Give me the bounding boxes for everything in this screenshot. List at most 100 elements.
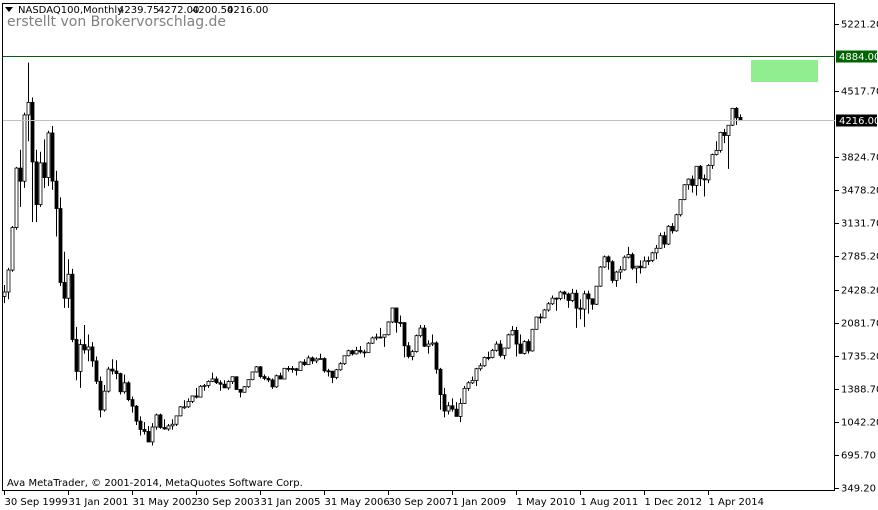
candle-body <box>362 351 367 354</box>
copyright: Ava MetaTrader, © 2001-2014, MetaQuotes … <box>7 478 303 489</box>
candle-body <box>498 343 503 356</box>
candle-body <box>194 395 199 398</box>
candle-body <box>462 387 467 404</box>
candle-body <box>334 369 339 378</box>
candle-body <box>618 269 623 273</box>
candle-body <box>158 414 163 428</box>
candle-body <box>374 336 379 339</box>
candle-body <box>234 376 239 390</box>
symbol-menu-arrow[interactable] <box>5 7 13 12</box>
x-tick-label: 1 Dec 2012 <box>645 497 703 508</box>
candle-body <box>438 368 443 396</box>
x-tick-label: 1 Aug 2011 <box>581 497 639 508</box>
candle-body <box>54 180 59 209</box>
candle-body <box>450 405 455 410</box>
y-tick-label: 3824.70 <box>841 153 878 164</box>
y-tick-label: 1735.20 <box>841 352 878 363</box>
candle-body <box>226 381 231 389</box>
candle-body <box>70 273 75 340</box>
chart-title: NASDAQ100,Monthly <box>18 5 123 16</box>
candle-body <box>722 132 727 136</box>
candle-body <box>2 291 7 297</box>
candle-body <box>566 293 571 301</box>
candle-body <box>170 423 175 427</box>
y-tick-label: 4517.70 <box>841 87 878 98</box>
candle-body <box>326 370 331 373</box>
candle-body <box>186 400 191 408</box>
candle-body <box>218 382 223 385</box>
candle-body <box>262 376 267 379</box>
price-label-box <box>836 50 877 63</box>
candle-body <box>690 178 695 186</box>
candle-body <box>562 291 567 295</box>
candle-body <box>718 132 723 151</box>
price-label-box <box>836 114 877 127</box>
candle-body <box>530 328 535 352</box>
candle-body <box>502 347 507 356</box>
candle-body <box>146 431 151 443</box>
candle-body <box>574 292 579 309</box>
candle-body <box>266 378 271 381</box>
candle-body <box>278 375 283 380</box>
candle-body <box>126 382 131 400</box>
candle-body <box>606 256 611 263</box>
candle-body <box>410 351 415 357</box>
candle-body <box>630 254 635 269</box>
y-tick-label: 1042.20 <box>841 418 878 429</box>
y-tick-label: 2785.20 <box>841 252 878 263</box>
candle-body <box>58 208 63 283</box>
candle-body <box>642 260 647 269</box>
candle-body <box>142 429 147 432</box>
candle-body <box>726 124 731 136</box>
candle-body <box>394 307 399 323</box>
y-tick-label: 3131.70 <box>841 219 878 230</box>
candle-body <box>378 336 383 339</box>
candle-body <box>478 365 483 370</box>
candle-body <box>602 256 607 268</box>
candle-body <box>534 316 539 330</box>
plot-frame <box>2 3 835 491</box>
candle-body <box>458 402 463 417</box>
candle-body <box>110 368 115 372</box>
y-tick-label: 349.20 <box>841 484 876 495</box>
candle-body <box>658 235 663 249</box>
candle-body <box>610 261 615 281</box>
candle-body <box>510 329 515 336</box>
candle-body <box>210 378 215 382</box>
candle-body <box>514 329 519 345</box>
candle-body <box>246 379 251 388</box>
candle-body <box>402 322 407 347</box>
candle-body <box>446 405 451 412</box>
candle-body <box>442 394 447 412</box>
candle-body <box>570 292 575 301</box>
candle-body <box>338 363 343 371</box>
candle-body <box>318 358 323 360</box>
candle-body <box>34 161 39 205</box>
candle-body <box>6 269 11 293</box>
candle-body <box>518 343 523 354</box>
candle-body <box>190 395 195 402</box>
candle-body <box>198 385 203 398</box>
candle-body <box>594 285 599 305</box>
candle-body <box>714 150 719 155</box>
candle-body <box>418 327 423 337</box>
candle-body <box>558 291 563 299</box>
x-tick-label: 30 Sep 1999 <box>5 497 68 508</box>
candle-body <box>598 266 603 287</box>
candle-body <box>698 165 703 180</box>
candle-body <box>46 132 51 178</box>
candle-body <box>90 346 95 362</box>
candle-body <box>406 345 411 357</box>
candle-body <box>622 256 627 271</box>
candle-body <box>30 101 35 163</box>
candle-body <box>302 361 307 365</box>
candle-body <box>50 132 55 182</box>
candle-body <box>638 265 643 269</box>
candle-body <box>382 334 387 338</box>
candle-body <box>494 343 499 351</box>
candle-body <box>74 339 79 372</box>
candle-body <box>134 405 139 422</box>
candle-body <box>350 350 355 355</box>
candle-body <box>118 373 123 393</box>
